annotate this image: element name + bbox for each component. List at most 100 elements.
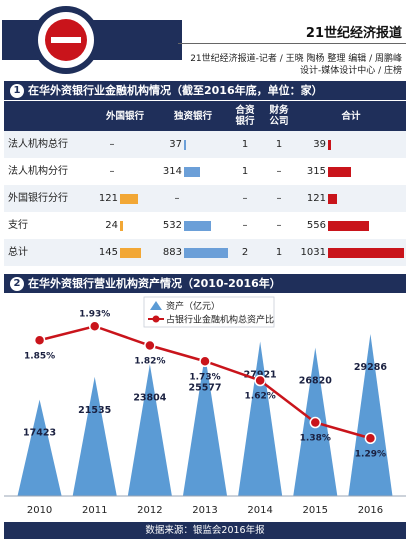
cell-joint: 1 xyxy=(241,166,249,177)
cell-foreign_bank: 145 xyxy=(98,247,118,258)
asset-bar-2010 xyxy=(17,399,62,496)
ratio-point-2016 xyxy=(364,432,377,444)
ratio-point-2012 xyxy=(144,339,156,352)
ratio-point-2014 xyxy=(254,374,266,387)
x-tick-label: 2013 xyxy=(192,505,217,516)
header: 21世纪经济报道 21世纪经济报道-记者 / 王晓 陶杨 整理 编辑 / 周鹏峰… xyxy=(0,0,410,80)
asset-value-label: 26820 xyxy=(299,376,332,387)
cell-finance: 1 xyxy=(275,139,283,150)
brand-name: 21世纪经济报道 xyxy=(305,26,402,41)
cell-finance: 1 xyxy=(275,247,283,258)
bar-foreign_bank xyxy=(120,194,138,204)
x-tick-label: 2015 xyxy=(303,505,328,516)
data-source: 数据来源：银监会2016年报 xyxy=(4,522,406,539)
asset-bar-2014 xyxy=(238,341,283,496)
row-label: 外国银行分行 xyxy=(8,193,68,204)
ratio-point-2010 xyxy=(33,334,46,346)
row-label: 法人机构分行 xyxy=(8,166,68,177)
cell-total: 39 xyxy=(313,139,326,150)
asset-bar-2013 xyxy=(182,354,228,496)
cell-finance: – xyxy=(276,220,282,231)
section-1-title-bar: 1 在华外资银行业金融机构情况（截至2016年底，单位：家） xyxy=(4,81,406,100)
table-row: 法人机构总行 – 37 39 1 1 xyxy=(4,131,406,158)
cell-total: 556 xyxy=(306,220,326,231)
bar-sole xyxy=(184,221,211,231)
bar-foreign_bank xyxy=(120,248,141,258)
ratio-point-2011 xyxy=(88,320,101,332)
cell-joint: 2 xyxy=(241,247,249,258)
asset-bar-2016 xyxy=(348,333,393,496)
newspaper-logo xyxy=(2,4,182,76)
table-row: 外国银行分行 121 – 121 – – xyxy=(4,185,406,212)
legend-bar-label: 资产（亿元） xyxy=(166,300,220,312)
ratio-value-label: 1.62% xyxy=(245,392,276,402)
section-2-number: 2 xyxy=(10,277,24,291)
asset-value-label: 23804 xyxy=(133,392,166,403)
row-label: 总计 xyxy=(8,247,28,258)
row-label: 法人机构总行 xyxy=(8,139,68,150)
ratio-point-2013 xyxy=(199,355,211,367)
bar-total xyxy=(328,248,404,258)
section-1-number: 1 xyxy=(10,84,24,98)
ratio-value-label: 1.93% xyxy=(79,309,110,319)
bar-sole xyxy=(184,140,186,150)
cell-sole: – xyxy=(174,193,180,204)
legend-box xyxy=(143,296,275,328)
legend-bar-symbol xyxy=(150,301,162,310)
legend-line-dot xyxy=(152,315,160,323)
section-1-title: 在华外资银行业金融机构情况（截至2016年底，单位：家） xyxy=(28,84,323,97)
cell-sole: 314 xyxy=(162,166,182,177)
asset-bar-2011 xyxy=(72,376,117,496)
table-header: 外国银行 独资银行 合资银行 财务公司 合计 xyxy=(4,101,406,131)
asset-value-label: 17423 xyxy=(23,428,56,439)
cell-finance: – xyxy=(276,193,282,204)
bar-foreign_bank xyxy=(120,221,123,231)
x-tick-label: 2010 xyxy=(27,505,52,516)
bar-sole xyxy=(184,167,200,177)
section-2-title-bar: 2 在华外资银行营业机构资产情况（2010-2016年） xyxy=(4,274,406,293)
credit-line-1: 21世纪经济报道-记者 / 王晓 陶杨 整理 编辑 / 周鹏峰 xyxy=(190,54,402,64)
col-header-finance-company: 财务公司 xyxy=(269,105,289,127)
legend-line-label: 占银行业金融机构总资产比 xyxy=(166,314,274,326)
bar-sole xyxy=(184,248,228,258)
cell-sole: 532 xyxy=(162,220,182,231)
cell-total: 1031 xyxy=(300,247,326,258)
ratio-value-label: 1.73% xyxy=(189,372,220,382)
cell-finance: – xyxy=(276,166,282,177)
cell-foreign_bank: 24 xyxy=(105,220,118,231)
table-row: 支行 24 532 556 – – xyxy=(4,212,406,239)
col-header-sole-bank: 独资银行 xyxy=(173,110,212,122)
bar-total xyxy=(328,140,331,150)
institutions-table: 外国银行 独资银行 合资银行 财务公司 合计 法人机构总行 –37 39 1 1 法人机构… xyxy=(4,101,406,266)
credit-line-2: 设计-媒体设计中心 / 庄榜 xyxy=(299,66,402,76)
cell-joint: – xyxy=(242,220,248,231)
bar-total xyxy=(328,221,369,231)
ratio-value-label: 1.29% xyxy=(355,449,386,459)
ratio-value-label: 1.38% xyxy=(300,434,331,444)
x-tick-label: 2011 xyxy=(82,505,107,516)
cell-foreign_bank: 121 xyxy=(98,193,118,204)
asset-value-label: 25577 xyxy=(188,382,221,393)
col-header-joint-bank: 合资银行 xyxy=(235,105,255,127)
table-row: 法人机构分行 – 314 315 1 – xyxy=(4,158,406,185)
col-header-total: 合计 xyxy=(341,110,361,122)
x-tick-label: 2016 xyxy=(358,505,383,516)
bar-total xyxy=(328,194,337,204)
col-header-foreign-bank: 外国银行 xyxy=(105,110,144,122)
cell-foreign_bank: – xyxy=(109,166,115,177)
cell-foreign_bank: – xyxy=(109,139,115,150)
row-label: 支行 xyxy=(8,220,28,231)
cell-total: 121 xyxy=(306,193,326,204)
asset-bar-2012 xyxy=(127,364,172,496)
x-tick-label: 2012 xyxy=(137,505,162,516)
cell-joint: 1 xyxy=(241,139,249,150)
x-tick-label: 2014 xyxy=(247,505,272,516)
cell-sole: 37 xyxy=(169,139,182,150)
cell-total: 315 xyxy=(306,166,326,177)
assets-chart: 174232153523804255772792126820292861.85%… xyxy=(4,294,406,520)
ratio-value-label: 1.82% xyxy=(134,357,165,367)
asset-value-label: 21535 xyxy=(78,405,111,416)
bar-total xyxy=(328,167,351,177)
cell-joint: – xyxy=(242,193,248,204)
asset-value-label: 29286 xyxy=(354,362,387,373)
